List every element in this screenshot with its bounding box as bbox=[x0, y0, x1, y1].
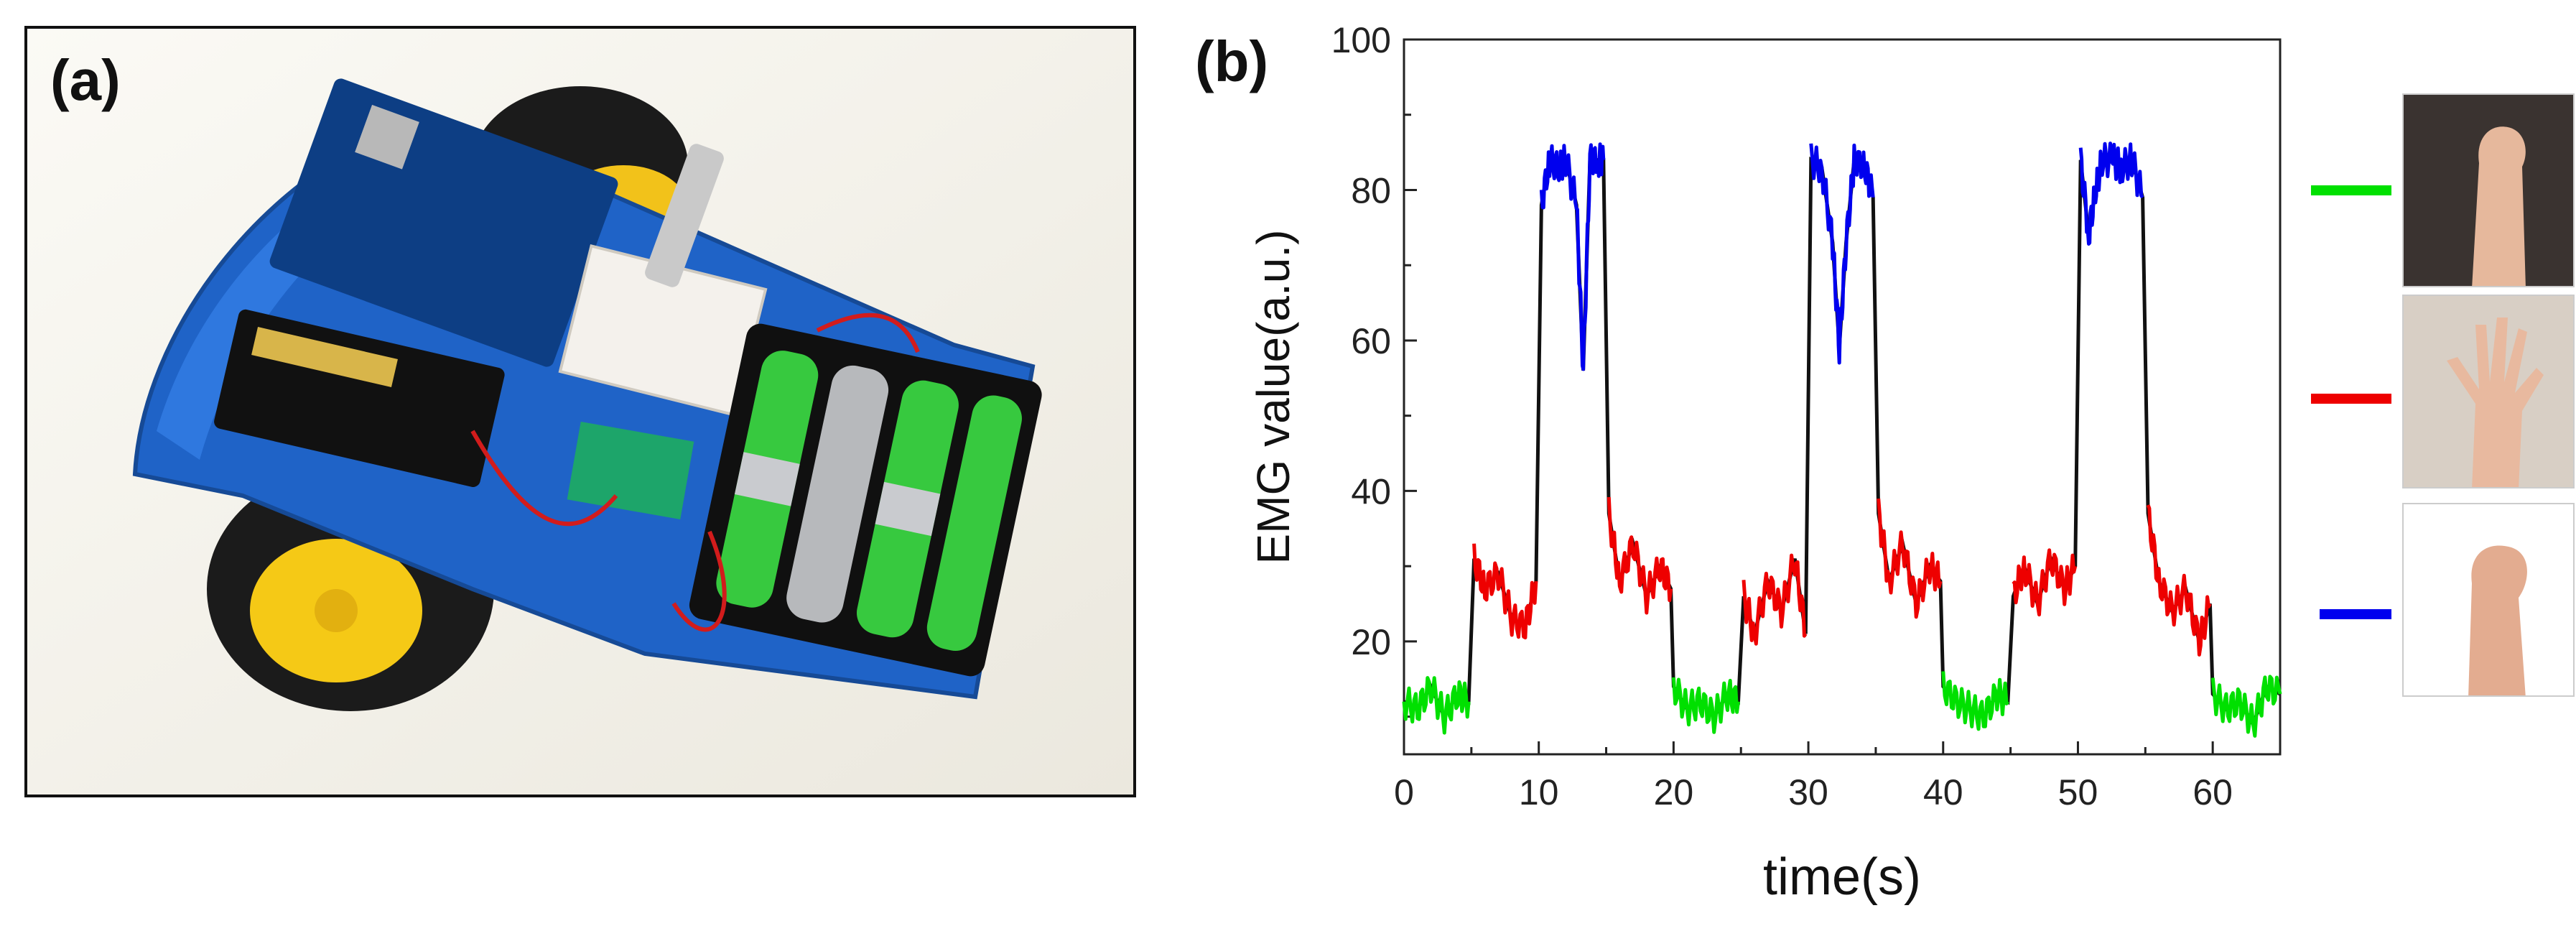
emg-series-1-segment-2 bbox=[1742, 553, 1808, 646]
emg-series-2-segment-2 bbox=[2078, 142, 2144, 246]
open-hand-icon bbox=[2402, 295, 2575, 488]
legend-swatch bbox=[2320, 609, 2391, 619]
emg-series-1-segment-3 bbox=[1877, 498, 1943, 619]
chart-axes: 0 10 20 30 40 50 60 20 40 60 80 100 bbox=[1331, 20, 2282, 812]
x-tick-label: 10 bbox=[1519, 772, 1559, 812]
x-tick-label: 60 bbox=[2193, 772, 2233, 812]
transition-trace bbox=[1403, 156, 2282, 728]
y-tick-label: 40 bbox=[1351, 471, 1391, 511]
robot-car-illustration bbox=[27, 29, 1133, 795]
panel-a-label: (a) bbox=[50, 48, 121, 112]
x-tick-label: 0 bbox=[1394, 772, 1414, 812]
emg-series-0-segment-1 bbox=[1671, 677, 1740, 734]
clenched-fist-icon bbox=[2402, 503, 2575, 697]
y-tick-label: 20 bbox=[1351, 622, 1391, 662]
motor-driver bbox=[567, 421, 694, 520]
emg-series-0-segment-3 bbox=[2210, 675, 2282, 738]
sensor-post bbox=[645, 144, 724, 287]
x-tick-label: 50 bbox=[2058, 772, 2098, 812]
y-tick-label: 100 bbox=[1331, 20, 1391, 60]
emg-series-1-segment-5 bbox=[2146, 504, 2212, 657]
emg-series-1-segment-4 bbox=[2012, 548, 2078, 617]
battery-9v bbox=[214, 309, 505, 487]
emg-series-2-segment-1 bbox=[1809, 143, 1875, 365]
emg-series-1-segment-1 bbox=[1606, 496, 1673, 615]
x-axis-label: time(s) bbox=[1763, 848, 1921, 906]
legend-swatch bbox=[2311, 185, 2391, 195]
plot-frame bbox=[1403, 38, 2282, 756]
y-axis-label: EMG value(a.u.) bbox=[1247, 230, 1299, 565]
x-tick-label: 40 bbox=[1923, 772, 1963, 812]
battery-holder bbox=[689, 323, 1042, 677]
x-tick-label: 20 bbox=[1654, 772, 1694, 812]
x-tick-label: 30 bbox=[1788, 772, 1828, 812]
fist-raised-icon bbox=[2402, 93, 2575, 287]
emg-series-1-segment-0 bbox=[1472, 543, 1538, 640]
y-tick-label: 60 bbox=[1351, 321, 1391, 361]
y-tick-label: 80 bbox=[1351, 170, 1391, 210]
chart-series bbox=[1402, 142, 2282, 738]
emg-chart: 0 10 20 30 40 50 60 20 40 60 80 100 time(s) EMG val… bbox=[1247, 20, 2282, 906]
emg-series-0-segment-2 bbox=[1941, 671, 2009, 731]
robot-car-photo bbox=[24, 26, 1136, 797]
emg-series-2-segment-0 bbox=[1539, 142, 1606, 371]
panel-b-label: (b) bbox=[1195, 29, 1269, 93]
emg-series-0-segment-0 bbox=[1402, 676, 1471, 735]
legend-swatch bbox=[2311, 394, 2391, 404]
